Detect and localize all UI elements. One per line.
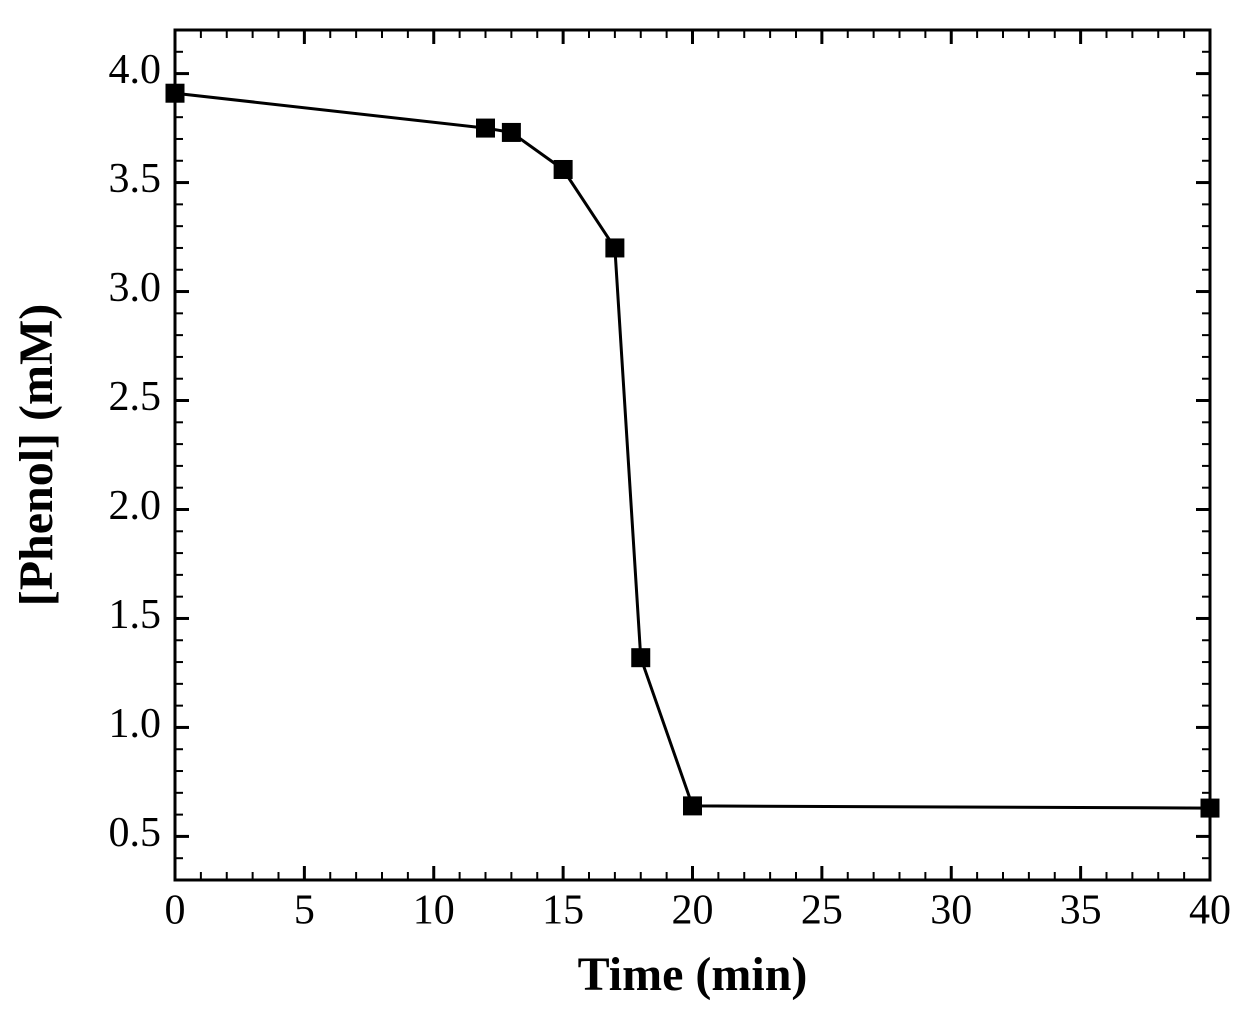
y-tick-label: 1.5	[109, 592, 162, 638]
chart-container: 0 5 10 15 20 25 30 35 40 0.5 1.0 1.5 2.0 2.5 3.0 3.5 4.0…	[0, 0, 1240, 1013]
x-tick-label: 10	[413, 888, 455, 934]
y-tick-label: 1.0	[109, 701, 162, 747]
data-marker	[606, 239, 624, 257]
phenol-vs-time-chart: 0 5 10 15 20 25 30 35 40 0.5 1.0 1.5 2.0 2.5 3.0 3.5 4.0…	[0, 0, 1240, 1013]
data-marker	[554, 160, 572, 178]
y-tick-label: 2.0	[109, 483, 162, 529]
y-tick-label: 4.0	[109, 47, 162, 93]
data-marker	[632, 649, 650, 667]
data-marker	[477, 119, 495, 137]
data-marker	[684, 797, 702, 815]
x-axis-title: Time (min)	[578, 948, 808, 1001]
y-tick-label: 3.0	[109, 265, 162, 311]
x-tick-label: 0	[165, 888, 186, 934]
x-tick-label: 35	[1060, 888, 1102, 934]
x-tick-label: 30	[930, 888, 972, 934]
data-marker	[166, 84, 184, 102]
x-tick-label: 15	[542, 888, 584, 934]
data-marker	[1201, 799, 1219, 817]
x-tick-label: 40	[1189, 888, 1231, 934]
y-tick-label: 0.5	[109, 810, 162, 856]
x-tick-label: 25	[801, 888, 843, 934]
y-tick-label: 2.5	[109, 374, 162, 420]
y-tick-label: 3.5	[109, 156, 162, 202]
data-marker	[502, 123, 520, 141]
chart-background	[0, 0, 1240, 1013]
x-tick-label: 20	[672, 888, 714, 934]
x-tick-label: 5	[294, 888, 315, 934]
y-axis-title: [Phenol] (mM)	[10, 304, 63, 607]
